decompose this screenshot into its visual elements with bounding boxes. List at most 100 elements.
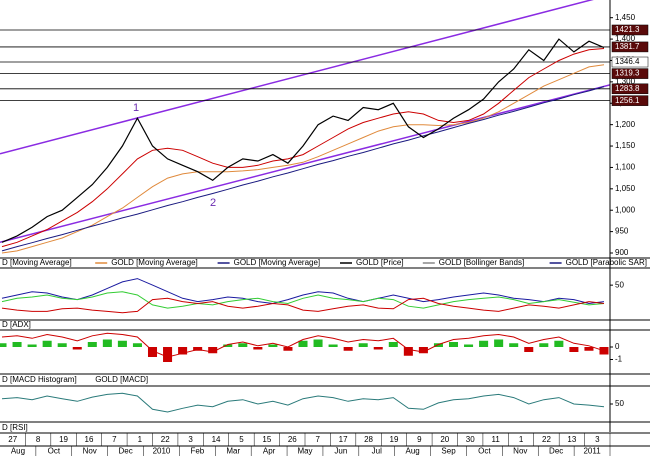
price-tag-label: 1256.1 bbox=[615, 96, 640, 105]
x-tick-label: 13 bbox=[567, 435, 576, 444]
y-tick-label: 1,050 bbox=[615, 184, 636, 193]
histogram-bar bbox=[102, 339, 112, 347]
y-tick-label: 0 bbox=[615, 342, 620, 351]
series-line bbox=[1, 278, 605, 305]
x-tick-label: 7 bbox=[315, 435, 320, 444]
x-tick-label: 1 bbox=[138, 435, 143, 444]
x-tick-label: 28 bbox=[364, 435, 373, 444]
annotation: 2 bbox=[210, 197, 216, 209]
x-month-label: Jul bbox=[372, 447, 382, 456]
legend-label: D [Moving Average] bbox=[2, 258, 72, 267]
series-line bbox=[1, 86, 605, 252]
histogram-bar bbox=[388, 342, 398, 347]
histogram-bar bbox=[494, 339, 504, 347]
y-tick-label: 900 bbox=[615, 248, 629, 257]
price-tag bbox=[611, 68, 649, 79]
histogram-bar bbox=[464, 344, 474, 347]
legend-label: GOLD [Parabolic SAR] bbox=[566, 258, 647, 267]
x-tick-label: 19 bbox=[59, 435, 68, 444]
x-month-label: Nov bbox=[513, 447, 527, 456]
legend-label: D [MACD Histogram] bbox=[2, 375, 77, 384]
histogram-bar bbox=[373, 347, 383, 350]
x-tick-label: 19 bbox=[390, 435, 399, 444]
histogram-bar bbox=[313, 339, 323, 347]
histogram-bar bbox=[328, 344, 338, 347]
histogram-bar bbox=[539, 343, 549, 347]
x-tick-label: 30 bbox=[466, 435, 475, 444]
y-tick-label: 1,150 bbox=[615, 141, 636, 150]
legend-label: D [ADX] bbox=[2, 320, 31, 329]
x-tick-label: 5 bbox=[239, 435, 244, 444]
x-month-label: May bbox=[297, 447, 312, 456]
annotation: 1 bbox=[133, 102, 139, 114]
price-tag bbox=[611, 41, 649, 53]
histogram-bar bbox=[479, 340, 489, 347]
histogram-bar bbox=[147, 347, 158, 357]
series-line bbox=[1, 297, 605, 314]
legend-label: D [RSI] bbox=[2, 423, 28, 432]
price-tag-label: 1319.3 bbox=[615, 69, 640, 78]
trendline bbox=[0, 84, 610, 244]
x-month-label: Oct bbox=[48, 447, 61, 456]
histogram-bar bbox=[208, 347, 218, 354]
x-tick-label: 11 bbox=[491, 435, 500, 444]
x-month-label: Sep bbox=[441, 447, 456, 456]
x-month-label: Aug bbox=[406, 447, 420, 456]
legend-label: GOLD [MACD] bbox=[95, 375, 148, 384]
x-tick-label: 15 bbox=[262, 435, 271, 444]
x-month-label: 2010 bbox=[153, 447, 171, 456]
y-tick-label: -1 bbox=[615, 355, 623, 364]
price-tag-label: 1381.7 bbox=[615, 42, 640, 51]
price-tag-label: 1283.8 bbox=[615, 84, 640, 93]
histogram-bar bbox=[448, 342, 459, 347]
price-tag bbox=[611, 56, 649, 68]
histogram-bar bbox=[42, 340, 52, 347]
y-tick-label: 50 bbox=[615, 399, 624, 408]
histogram-bar bbox=[524, 347, 534, 352]
main-plot bbox=[0, 0, 610, 254]
x-tick-label: 1 bbox=[519, 435, 524, 444]
x-month-label: Jun bbox=[334, 447, 347, 456]
x-month-label: Dec bbox=[549, 447, 563, 456]
price-tag bbox=[611, 24, 649, 36]
histogram-bar bbox=[569, 347, 579, 352]
y-tick-label: 1,450 bbox=[615, 13, 636, 22]
price-tag-label: 1421.3 bbox=[615, 25, 640, 34]
x-month-label: Nov bbox=[83, 447, 97, 456]
x-month-label: Aug bbox=[11, 447, 25, 456]
y-tick-label: 1,000 bbox=[615, 205, 636, 214]
histogram-bar bbox=[403, 347, 413, 356]
x-tick-label: 22 bbox=[542, 435, 551, 444]
price-tag bbox=[611, 95, 649, 106]
histogram-bar bbox=[509, 343, 519, 347]
x-tick-label: 8 bbox=[36, 435, 41, 444]
histogram-bar bbox=[178, 347, 188, 355]
histogram-bar bbox=[283, 347, 293, 351]
x-tick-label: 27 bbox=[8, 435, 17, 444]
x-tick-label: 16 bbox=[85, 435, 94, 444]
histogram-bar bbox=[132, 343, 142, 347]
x-month-label: Dec bbox=[118, 447, 132, 456]
y-tick-label: 1,300 bbox=[615, 77, 636, 86]
legend-label: GOLD [Moving Average] bbox=[111, 258, 198, 267]
price-tag-label: 1346.4 bbox=[615, 57, 640, 66]
histogram-bar bbox=[27, 344, 37, 347]
x-tick-label: 3 bbox=[595, 435, 600, 444]
legend-label: GOLD [Price] bbox=[356, 258, 404, 267]
x-tick-label: 20 bbox=[440, 435, 449, 444]
histogram-bar bbox=[117, 340, 127, 347]
histogram-bar bbox=[433, 343, 443, 347]
series-line bbox=[1, 38, 605, 243]
histogram-bar bbox=[223, 344, 233, 347]
histogram-bar bbox=[584, 347, 594, 351]
x-month-label: Apr bbox=[263, 447, 276, 456]
histogram-bar bbox=[268, 344, 278, 347]
series-line bbox=[1, 392, 605, 413]
y-tick-label: 1,200 bbox=[615, 120, 636, 129]
x-month-label: Feb bbox=[190, 447, 204, 456]
x-tick-label: 7 bbox=[112, 435, 117, 444]
series-line bbox=[1, 64, 605, 254]
